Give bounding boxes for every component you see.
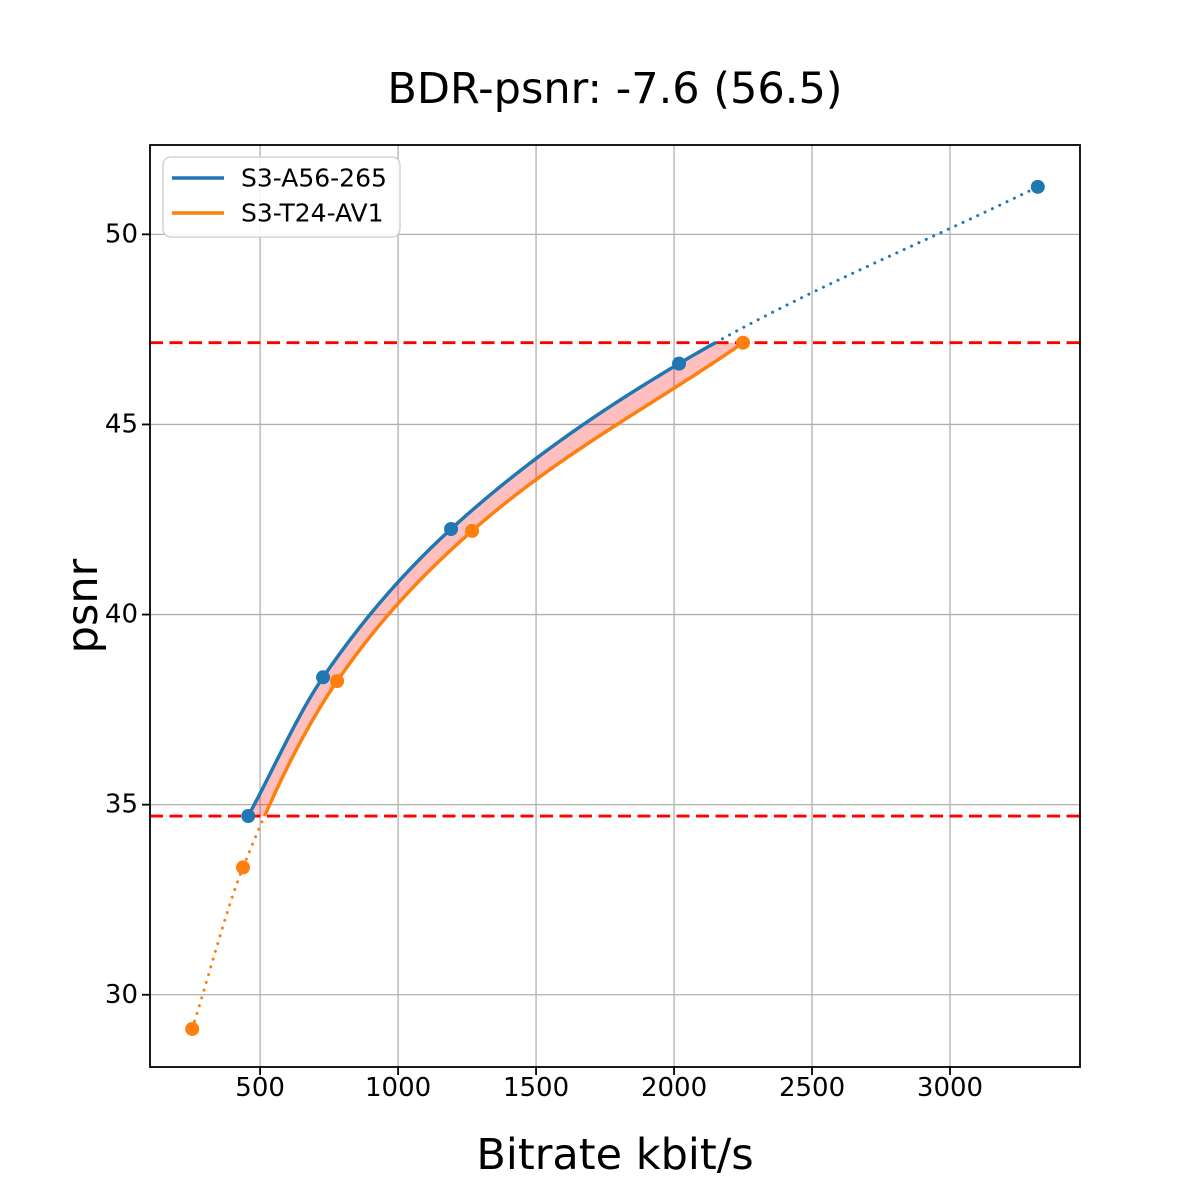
data-point-S3-A56-265 <box>672 356 687 371</box>
curve-dotted-S3-A56-265 <box>713 185 1040 345</box>
legend-label-s3-t24-av1: S3-T24-AV1 <box>241 199 384 228</box>
x-tick-label: 1000 <box>365 1073 431 1103</box>
y-tick-label: 40 <box>105 600 138 630</box>
x-axis-ticks: 500 1000 1500 2000 2500 3000 <box>235 1067 983 1103</box>
curve-solid-S3-A56-265 <box>246 341 717 817</box>
series-curves <box>190 185 1040 1031</box>
data-point-S3-A56-265 <box>241 809 256 824</box>
x-axis-label: Bitrate kbit/s <box>476 1130 753 1180</box>
x-tick-label: 2500 <box>779 1073 845 1103</box>
legend: S3-A56-265 S3-T24-AV1 <box>162 156 401 238</box>
data-point-markers <box>185 179 1045 1036</box>
x-tick-label: 3000 <box>917 1073 983 1103</box>
data-point-S3-A56-265 <box>1030 179 1045 194</box>
data-point-S3-A56-265 <box>444 522 459 537</box>
y-axis-ticks: 30 35 40 45 50 <box>105 219 150 1010</box>
y-tick-label: 30 <box>105 980 138 1010</box>
y-axis-label: psnr <box>58 558 108 653</box>
x-tick-label: 1500 <box>503 1073 569 1103</box>
gridlines <box>150 145 1080 1067</box>
data-point-S3-T24-AV1 <box>185 1021 200 1036</box>
chart-title: BDR-psnr: -7.6 (56.5) <box>387 64 842 114</box>
x-tick-label: 2000 <box>641 1073 707 1103</box>
data-point-S3-T24-AV1 <box>236 860 250 875</box>
x-tick-label: 500 <box>235 1073 285 1103</box>
legend-label-s3-a56-265: S3-A56-265 <box>241 164 387 193</box>
data-point-S3-T24-AV1 <box>330 674 345 689</box>
bd-overlap-fill-region <box>248 342 744 817</box>
y-tick-label: 50 <box>105 219 138 249</box>
y-tick-label: 45 <box>105 409 138 439</box>
data-point-S3-A56-265 <box>316 670 331 685</box>
data-point-S3-T24-AV1 <box>465 523 480 538</box>
curve-solid-S3-T24-AV1 <box>262 341 745 817</box>
curve-dotted-S3-T24-AV1 <box>190 814 267 1031</box>
plot-border <box>149 144 1081 1068</box>
data-point-S3-T24-AV1 <box>736 335 751 350</box>
y-tick-label: 35 <box>105 790 138 820</box>
